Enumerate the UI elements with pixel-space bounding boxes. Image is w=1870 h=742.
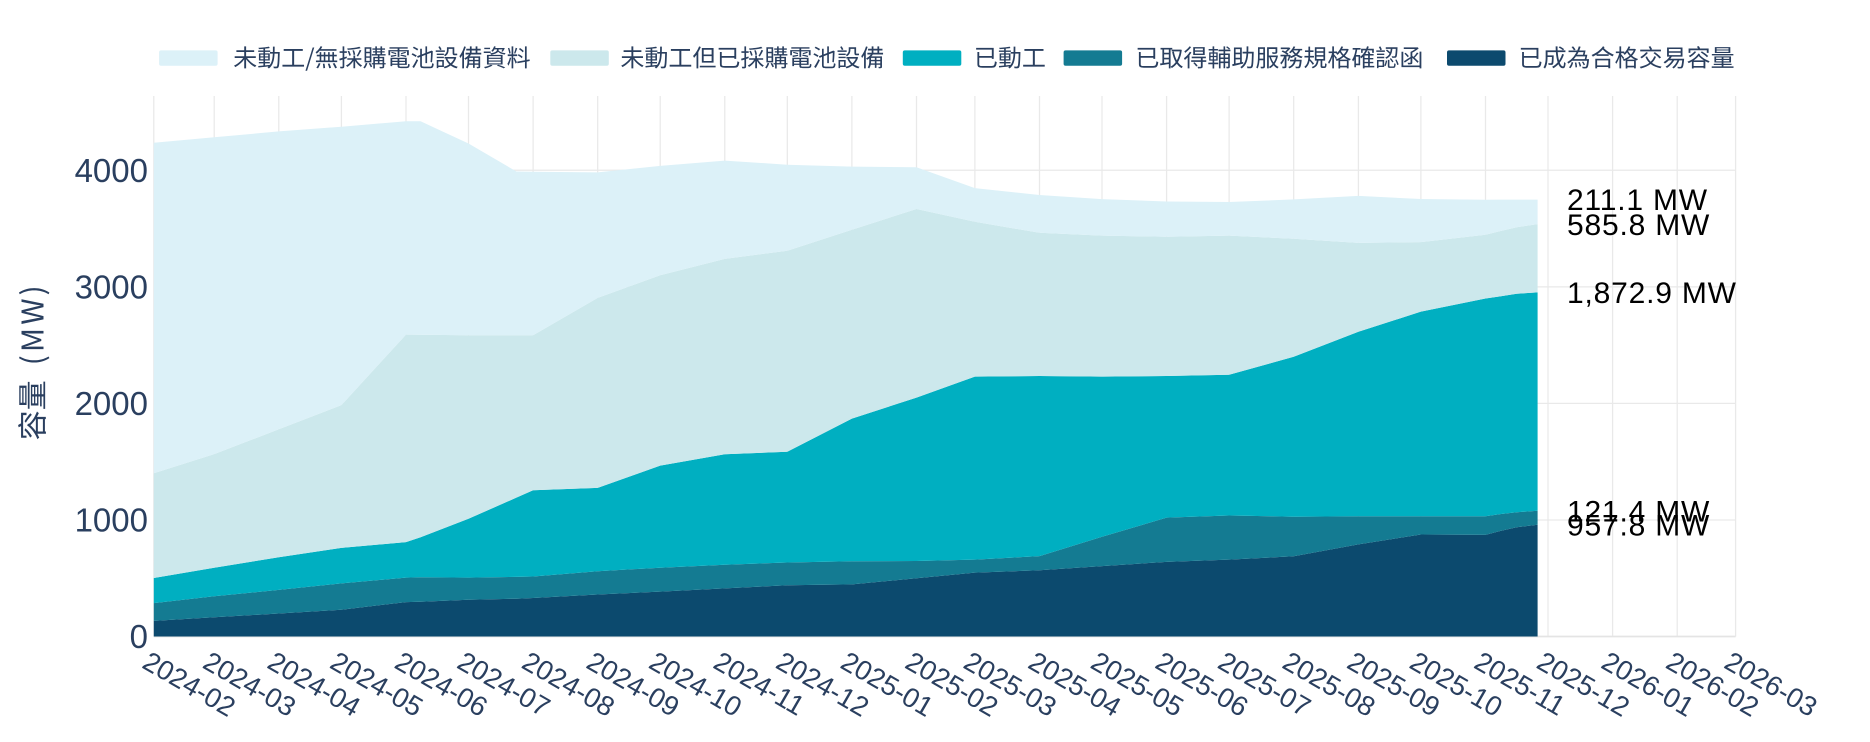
svg-text:211.1 MW: 211.1 MW: [1567, 184, 1708, 217]
svg-text:0: 0: [130, 618, 148, 655]
svg-text:2000: 2000: [75, 385, 148, 422]
svg-text:585.8 MW: 585.8 MW: [1567, 209, 1710, 242]
svg-text:1000: 1000: [75, 502, 148, 539]
svg-text:3000: 3000: [75, 269, 148, 306]
svg-text:957.8 MW: 957.8 MW: [1567, 510, 1710, 543]
svg-text:4000: 4000: [75, 152, 148, 189]
svg-text:121.4 MW: 121.4 MW: [1567, 495, 1710, 528]
svg-text:1,872.9 MW: 1,872.9 MW: [1567, 277, 1737, 310]
